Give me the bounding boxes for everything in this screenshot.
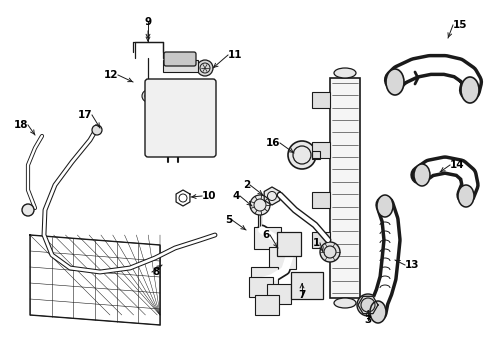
- FancyBboxPatch shape: [145, 79, 216, 157]
- Ellipse shape: [376, 195, 392, 217]
- Text: 4: 4: [232, 191, 240, 201]
- Circle shape: [356, 294, 378, 316]
- Text: 3: 3: [364, 315, 371, 325]
- Circle shape: [22, 204, 34, 216]
- Bar: [329, 78, 359, 298]
- Text: 9: 9: [144, 17, 151, 27]
- FancyBboxPatch shape: [250, 267, 278, 289]
- Text: 13: 13: [404, 260, 419, 270]
- FancyBboxPatch shape: [163, 52, 196, 66]
- Text: 6: 6: [262, 230, 269, 240]
- Text: 18: 18: [14, 120, 28, 130]
- Text: 14: 14: [449, 160, 464, 170]
- Text: 5: 5: [224, 215, 231, 225]
- Text: 7: 7: [298, 290, 305, 300]
- Text: 11: 11: [227, 50, 242, 60]
- Text: 2: 2: [242, 180, 249, 190]
- Ellipse shape: [385, 69, 403, 95]
- Text: 8: 8: [152, 267, 159, 277]
- Ellipse shape: [333, 68, 355, 78]
- Bar: [311, 232, 329, 248]
- FancyBboxPatch shape: [254, 295, 279, 315]
- Text: 12: 12: [103, 70, 118, 80]
- FancyBboxPatch shape: [253, 227, 281, 249]
- Ellipse shape: [457, 185, 473, 207]
- FancyBboxPatch shape: [266, 284, 290, 304]
- Circle shape: [197, 60, 213, 76]
- Polygon shape: [264, 187, 279, 205]
- FancyBboxPatch shape: [268, 247, 295, 269]
- Bar: [163, 60, 198, 72]
- Circle shape: [142, 90, 154, 102]
- Ellipse shape: [460, 77, 478, 103]
- Circle shape: [319, 242, 339, 262]
- Text: 17: 17: [77, 110, 92, 120]
- Bar: [311, 92, 329, 108]
- Circle shape: [92, 125, 102, 135]
- Text: 1: 1: [312, 238, 319, 248]
- Text: 16: 16: [265, 138, 280, 148]
- FancyBboxPatch shape: [276, 232, 301, 256]
- Bar: [311, 192, 329, 208]
- Ellipse shape: [369, 301, 385, 323]
- FancyBboxPatch shape: [248, 277, 272, 297]
- Text: 15: 15: [452, 20, 467, 30]
- Ellipse shape: [333, 298, 355, 308]
- Circle shape: [249, 195, 269, 215]
- Bar: [311, 142, 329, 158]
- Circle shape: [287, 141, 315, 169]
- Bar: [311, 151, 319, 159]
- Text: 10: 10: [202, 191, 216, 201]
- Ellipse shape: [413, 164, 429, 186]
- FancyBboxPatch shape: [290, 272, 323, 299]
